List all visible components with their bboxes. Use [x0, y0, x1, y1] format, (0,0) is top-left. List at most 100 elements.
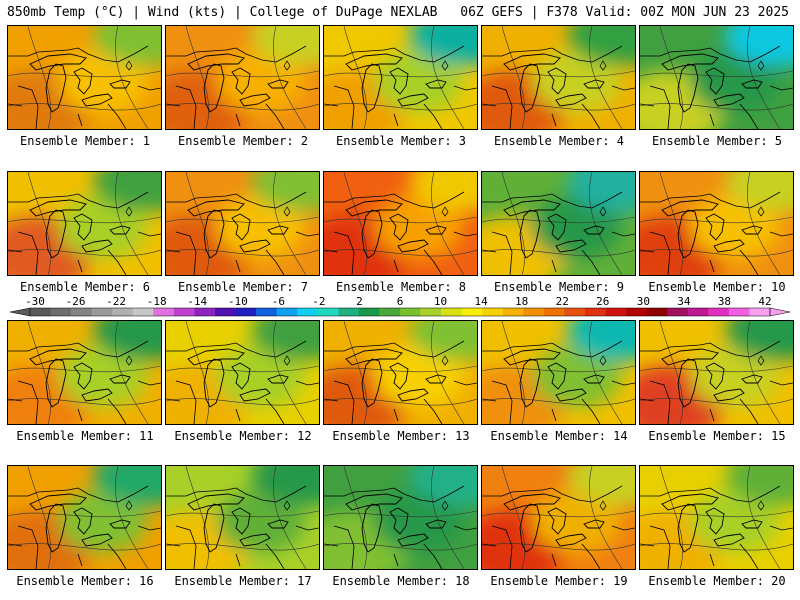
height-contour	[185, 466, 210, 569]
height-contour	[166, 398, 319, 406]
lake-outline	[345, 493, 403, 511]
lake-outline	[661, 348, 719, 366]
state-border	[482, 45, 623, 63]
lake-outline	[29, 53, 87, 71]
state-border	[551, 249, 601, 275]
height-contour	[482, 510, 635, 518]
lake-outline	[519, 503, 541, 553]
state-border	[709, 103, 759, 129]
height-contour	[324, 70, 477, 78]
lake-outline	[389, 67, 409, 95]
colorbar-segment	[523, 308, 545, 316]
height-contour	[640, 543, 793, 551]
state-border	[649, 85, 671, 129]
lake-outline	[425, 519, 447, 529]
height-contour	[166, 365, 319, 373]
lake-outline	[231, 213, 251, 241]
mid-region	[58, 195, 148, 259]
colorbar-segment	[626, 308, 647, 316]
height-contour	[640, 365, 793, 373]
temperature-field-map	[8, 321, 161, 424]
colorbar-segment	[379, 308, 401, 316]
height-contour	[8, 70, 161, 78]
mid-region	[374, 195, 464, 259]
temperature-field-map	[166, 172, 319, 275]
high-marker	[599, 500, 607, 511]
lake-outline	[345, 53, 403, 71]
mid-region	[216, 49, 306, 113]
ensemble-map-panel	[165, 465, 320, 570]
state-border	[491, 380, 513, 424]
mid-region	[374, 489, 464, 553]
high-marker	[757, 355, 765, 366]
lake-outline	[503, 199, 561, 217]
colorbar-segment	[235, 308, 257, 316]
state-border	[8, 340, 149, 358]
high-marker	[757, 500, 765, 511]
colorbar-segment	[646, 308, 668, 316]
lake-outline	[661, 53, 719, 71]
colorbar-segment	[276, 308, 298, 316]
lake-outline	[705, 213, 725, 241]
lake-outline	[45, 209, 67, 259]
temperature-field-map	[482, 172, 635, 275]
state-border	[482, 231, 635, 253]
height-contour	[27, 321, 52, 424]
state-border	[235, 103, 285, 129]
lake-outline	[361, 358, 383, 408]
height-contour	[8, 510, 161, 518]
ensemble-member-label: Ensemble Member: 19	[490, 574, 628, 588]
state-border	[393, 249, 443, 275]
lake-outline	[397, 533, 429, 547]
state-border	[482, 485, 623, 503]
state-border	[551, 398, 601, 424]
state-border	[8, 45, 149, 63]
lake-outline	[503, 493, 561, 511]
ensemble-map-panel	[639, 465, 794, 570]
height-contour	[482, 70, 635, 78]
header-title: 850mb Temp (°C) | Wind (kts) | College o…	[7, 5, 438, 20]
ensemble-member-label: Ensemble Member: 2	[177, 134, 309, 148]
ensemble-map-panel	[7, 465, 162, 570]
state-border	[77, 543, 127, 569]
state-border	[482, 380, 635, 402]
temperature-field-map	[640, 466, 793, 569]
height-contour	[324, 398, 477, 406]
height-contour	[482, 249, 635, 257]
lake-outline	[239, 388, 271, 402]
height-contour	[640, 70, 793, 78]
ensemble-map-panel	[481, 320, 636, 425]
state-border	[166, 525, 319, 547]
height-contour	[659, 172, 684, 275]
cool-region	[725, 26, 793, 66]
lake-outline	[267, 519, 289, 529]
lake-outline	[713, 239, 745, 253]
height-contour	[8, 398, 161, 406]
high-marker	[125, 355, 133, 366]
lake-outline	[203, 63, 225, 113]
lake-outline	[389, 507, 409, 535]
lake-outline	[741, 374, 763, 384]
lake-outline	[677, 63, 699, 113]
lake-outline	[109, 374, 131, 384]
ensemble-member-label: Ensemble Member: 1	[19, 134, 151, 148]
colorbar-tick: 10	[433, 295, 448, 308]
ensemble-map-panel	[323, 25, 478, 130]
temperature-field-map	[324, 172, 477, 275]
colorbar-segment	[420, 308, 442, 316]
temperature-field-map	[166, 26, 319, 129]
ensemble-map-panel	[481, 465, 636, 570]
height-contour	[185, 26, 210, 129]
high-marker	[757, 60, 765, 71]
high-marker	[441, 60, 449, 71]
colorbar-segment	[358, 308, 380, 316]
height-contour	[501, 466, 526, 569]
state-border	[709, 398, 759, 424]
colorbar-tick: 22	[555, 295, 569, 308]
lake-outline	[45, 503, 67, 553]
height-contour	[343, 321, 368, 424]
height-contour	[659, 321, 684, 424]
ensemble-map-panel	[481, 25, 636, 130]
height-contour	[27, 26, 52, 129]
colorbar-frame	[29, 307, 771, 317]
